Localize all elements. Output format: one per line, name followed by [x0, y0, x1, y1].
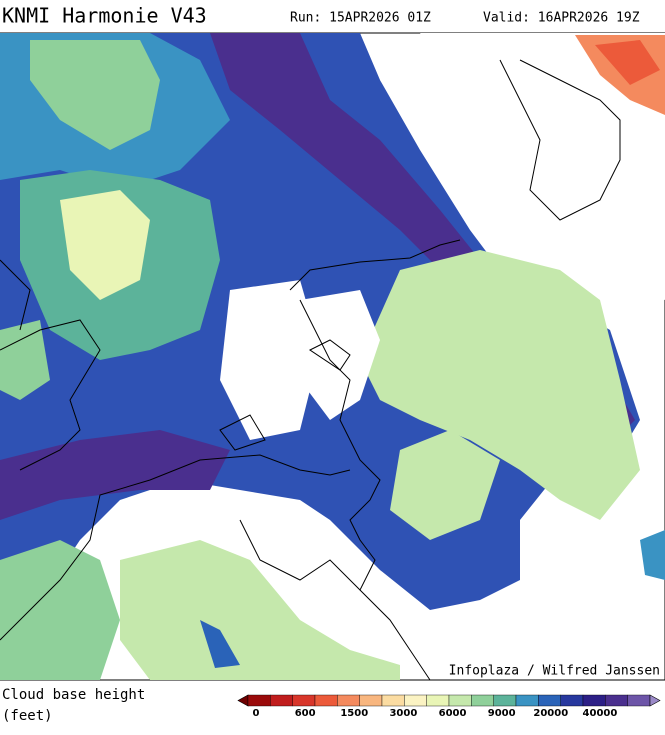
credit: Infoplaza / Wilfred Janssen	[449, 664, 660, 679]
colorbar-swatch	[605, 694, 628, 707]
valid-time: Valid: 16APR2026 19Z	[483, 11, 640, 26]
colorbar-swatch	[247, 694, 271, 707]
colorbar-tick-label: 40000	[583, 708, 618, 719]
colorbar-swatch	[582, 694, 606, 707]
run-time: Run: 15APR2026 01Z	[290, 11, 431, 26]
colorbar-swatch	[493, 694, 517, 707]
colorbar-swatch	[515, 694, 539, 707]
colorbar-tick-label: 20000	[533, 708, 568, 719]
colorbar-tick-label: 9000	[488, 708, 516, 719]
colorbar-swatch	[560, 694, 584, 707]
title: KNMI Harmonie V43	[2, 4, 207, 28]
colorbar-swatch	[314, 694, 338, 707]
legend-label-unit: (feet)	[2, 708, 53, 724]
colorbar-swatch	[627, 694, 651, 707]
colorbar-tick-label: 0	[253, 708, 260, 719]
colorbar-swatch	[448, 694, 472, 707]
colorbar-tick-label: 1500	[340, 708, 368, 719]
colorbar: 0 600 1500 3000 6000 9000 20000 40000	[237, 694, 661, 719]
colorbar-swatch	[381, 694, 405, 707]
colorbar-swatch	[270, 694, 293, 707]
colorbar-low-end	[237, 694, 249, 707]
legend-label: Cloud base height	[2, 687, 145, 703]
colorbar-tick-label: 6000	[439, 708, 467, 719]
colorbar-swatch	[538, 694, 561, 707]
colorbar-tick-label: 3000	[389, 708, 417, 719]
colorbar-swatch	[471, 694, 494, 707]
colorbar-tick-label: 600	[295, 708, 316, 719]
colorbar-swatch	[359, 694, 383, 707]
colorbar-swatch	[292, 694, 316, 707]
colorbar-swatch	[426, 694, 450, 707]
map: Infoplaza / Wilfred Janssen	[0, 32, 665, 681]
colorbar-swatch	[337, 694, 360, 707]
colorbar-swatch	[404, 694, 427, 707]
colorbar-high-end	[649, 694, 661, 707]
